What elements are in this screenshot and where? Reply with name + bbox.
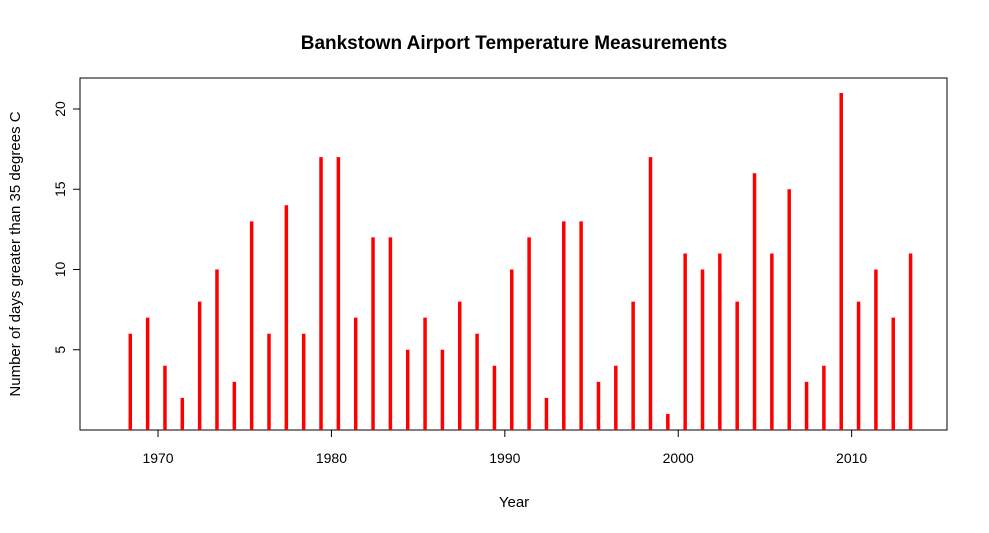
y-axis-label: Number of days greater than 35 degrees C [7, 111, 24, 396]
y-axis: 5 10 15 20 [52, 101, 80, 354]
y-tick-label-5: 5 [52, 346, 68, 354]
y-tick-label-10: 10 [52, 262, 68, 278]
x-tick-label-2000: 2000 [663, 450, 694, 466]
y-tick-label-15: 15 [52, 181, 68, 197]
x-tick-label-1980: 1980 [316, 450, 347, 466]
bars-group [128, 92, 913, 430]
y-tick-label-20: 20 [52, 101, 68, 117]
x-axis-label: Year [499, 494, 529, 511]
x-axis: 1970 1980 1990 2000 2010 [142, 430, 867, 466]
x-tick-label-2010: 2010 [836, 450, 867, 466]
x-tick-label-1970: 1970 [142, 450, 173, 466]
chart-title: Bankstown Airport Temperature Measuremen… [301, 33, 728, 54]
x-tick-label-1990: 1990 [489, 450, 520, 466]
